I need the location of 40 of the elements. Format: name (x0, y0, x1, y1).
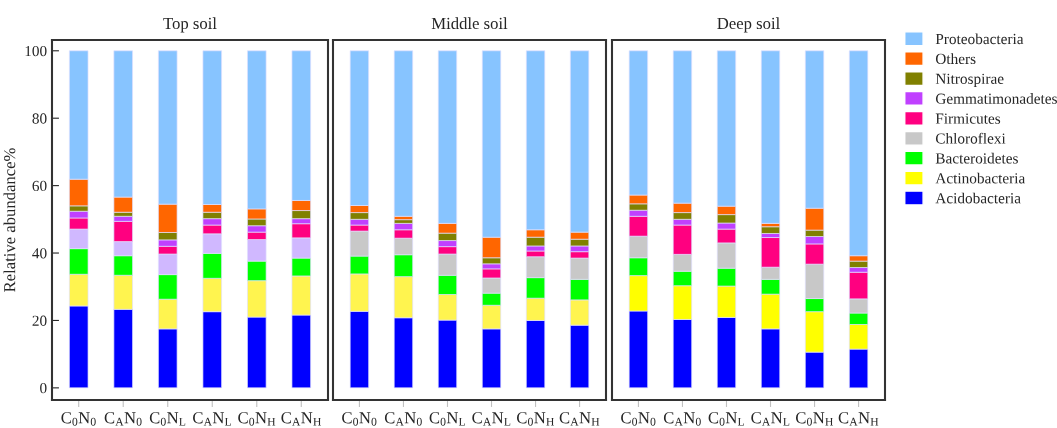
legend-label: Acidobacteria (935, 192, 1021, 204)
legend-label: Actinobacteria (935, 172, 1026, 184)
y-tick-label: 20 (32, 315, 47, 326)
y-axis-title: Relative abundance% (3, 148, 16, 292)
bar (393, 50, 414, 217)
x-tick-label: C$_{A}$N$_{H}$ (559, 412, 600, 426)
legend-label: Proteobacteria (935, 33, 1024, 45)
legend-label: Bacteroidetes (935, 152, 1018, 164)
y-tick-label: 40 (32, 248, 47, 259)
legend-label: Chloroflexi (935, 132, 1006, 144)
x-tick-label: C$_{A}$N$_{0}$ (104, 412, 142, 426)
x-tick-label: C$_{A}$N$_{H}$ (838, 412, 879, 426)
x-tick-label: C$_{0}$N$_{0}$ (621, 412, 656, 426)
chart-title: Top soil (163, 17, 217, 33)
x-tick-label: C$_{0}$N$_{0}$ (342, 412, 377, 426)
x-tick-label: C$_{A}$N$_{0}$ (663, 412, 701, 426)
x-tick-label: C$_{0}$N$_{L}$ (708, 412, 744, 426)
x-tick-label: C$_{0}$N$_{L}$ (149, 412, 186, 426)
legend-label: Gemmatimonadetes (935, 93, 1057, 104)
x-tick-label: C$_{0}$N$_{H}$ (516, 412, 555, 426)
x-tick-label: C$_{0}$N$_{0}$ (61, 412, 96, 426)
x-tick-label: C$_{A}$N$_{L}$ (751, 412, 790, 426)
legend-label: Firmicutes (935, 113, 1001, 124)
y-tick-label: 80 (32, 113, 47, 124)
x-tick-label: C$_{A}$N$_{0}$ (384, 412, 422, 426)
x-tick-label: C$_{0}$N$_{H}$ (795, 412, 834, 426)
bar (760, 226, 781, 234)
bar (760, 50, 781, 224)
legend-label: Others (935, 53, 976, 65)
chart-title: Deep soil (717, 17, 780, 33)
y-tick-label: 60 (32, 180, 47, 192)
x-tick-label: C$_{0}$N$_{L}$ (429, 412, 465, 426)
x-tick-label: C$_{A}$N$_{H}$ (281, 412, 322, 426)
y-tick-label: 100 (25, 45, 47, 57)
x-tick-label: C$_{A}$N$_{L}$ (472, 412, 511, 426)
x-tick-label: C$_{A}$N$_{L}$ (193, 412, 231, 426)
y-tick-label: 0 (40, 383, 47, 394)
chart-title: Middle soil (431, 17, 508, 30)
legend-label: Nitrospirae (935, 73, 1004, 88)
x-tick-label: C$_{0}$N$_{H}$ (238, 412, 276, 426)
